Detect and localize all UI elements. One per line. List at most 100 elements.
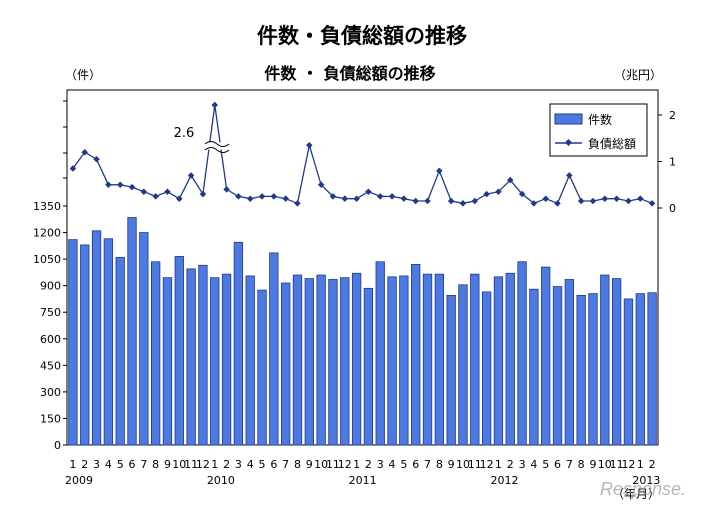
line-point xyxy=(566,172,573,179)
x-tick-label: 4 xyxy=(105,458,112,471)
year-label: 2011 xyxy=(349,474,377,487)
x-tick-label: 5 xyxy=(117,458,124,471)
bar xyxy=(623,298,634,446)
bar xyxy=(505,272,515,446)
legend-box xyxy=(549,103,648,157)
bar xyxy=(174,256,184,446)
x-tick-label: 12 xyxy=(621,458,635,471)
line-point xyxy=(589,197,597,205)
line-point xyxy=(294,200,301,207)
x-tick-label: 12 xyxy=(196,458,210,471)
x-tick-label: 8 xyxy=(578,458,585,471)
bar xyxy=(68,239,78,446)
bar xyxy=(481,291,492,446)
year-label: 2010 xyxy=(207,474,235,487)
x-tick-label: 2 xyxy=(81,458,88,471)
bar xyxy=(316,274,326,446)
bar xyxy=(529,288,539,446)
line-point xyxy=(235,193,242,200)
bar xyxy=(446,295,456,446)
year-label: 2012 xyxy=(491,474,519,487)
x-tick-label: 3 xyxy=(519,458,526,471)
x-tick-label: 11 xyxy=(326,458,340,471)
x-tick-label: 2 xyxy=(649,458,656,471)
break-mark xyxy=(203,141,231,153)
x-tick-label: 6 xyxy=(412,458,419,471)
plot-frame xyxy=(66,89,659,446)
x-tick-label: 9 xyxy=(589,458,596,471)
bar xyxy=(103,238,114,446)
bar xyxy=(221,273,232,446)
bar xyxy=(363,287,374,446)
x-tick-label: 3 xyxy=(377,458,384,471)
legend-bar-label: 件数 xyxy=(588,112,612,127)
line-point xyxy=(542,195,549,202)
x-tick-label: 8 xyxy=(152,458,159,471)
bar xyxy=(162,277,173,446)
line-point xyxy=(577,197,585,205)
line-point xyxy=(495,188,502,195)
watermark: Response. xyxy=(600,479,686,499)
x-tick-label: 6 xyxy=(270,458,277,471)
line-point xyxy=(164,188,171,195)
line-point xyxy=(554,200,561,207)
right-axis: 0 1 2 xyxy=(658,109,676,215)
line-point xyxy=(211,101,219,109)
left-tick-label: 1350 xyxy=(33,200,61,213)
bar xyxy=(269,252,279,446)
bar xyxy=(245,275,255,446)
line-point xyxy=(637,195,644,202)
line-point xyxy=(459,200,467,207)
x-tick-label: 4 xyxy=(389,458,396,471)
left-tick-label: 1200 xyxy=(33,227,61,240)
year-label: 2009 xyxy=(65,474,93,487)
x-tick-label: 10 xyxy=(598,458,612,471)
line-point xyxy=(436,167,443,175)
bar xyxy=(340,277,350,446)
bar xyxy=(127,217,137,446)
line-point xyxy=(365,188,372,195)
left-axis: 0 150 300 450 600 750 900 1050 1200 1350 xyxy=(33,100,67,452)
x-unit-label: （年月） xyxy=(612,487,660,501)
x-tick-label: 2 xyxy=(507,458,514,471)
bar xyxy=(635,293,645,446)
line-point xyxy=(93,155,100,163)
line-point xyxy=(81,148,88,156)
left-tick-label: 600 xyxy=(40,333,61,346)
line-point xyxy=(353,195,360,202)
line-point xyxy=(613,195,620,202)
left-tick-label: 1050 xyxy=(33,253,61,266)
legend-bar-swatch xyxy=(554,113,583,125)
x-tick-label: 1 xyxy=(353,458,360,471)
left-tick-label: 750 xyxy=(40,306,61,319)
right-unit-label: （兆円） xyxy=(614,68,662,82)
x-tick-label: 8 xyxy=(294,458,301,471)
bar xyxy=(611,278,622,446)
bar xyxy=(233,241,244,446)
bar xyxy=(493,276,504,446)
bar xyxy=(600,274,610,446)
bar xyxy=(198,264,208,446)
x-tick-label: 5 xyxy=(542,458,549,471)
legend-line-label: 負債総額 xyxy=(588,136,636,151)
bar xyxy=(186,268,196,446)
chart-title: 件数・負債総額の推移 xyxy=(257,24,467,48)
legend-line-marker xyxy=(564,138,573,147)
bar xyxy=(458,284,468,446)
x-tick-label: 9 xyxy=(448,458,455,471)
left-tick-label: 900 xyxy=(40,280,61,293)
bar xyxy=(375,261,385,446)
line-point xyxy=(246,195,254,202)
x-tick-label: 9 xyxy=(164,458,171,471)
x-tick-label: 4 xyxy=(530,458,537,471)
line-point xyxy=(412,197,419,205)
x-tick-label: 8 xyxy=(436,458,443,471)
bar xyxy=(80,244,90,446)
bar xyxy=(411,264,421,446)
line-point xyxy=(176,195,183,202)
line-point xyxy=(625,197,632,205)
bar xyxy=(150,261,161,446)
line-point xyxy=(187,172,195,179)
